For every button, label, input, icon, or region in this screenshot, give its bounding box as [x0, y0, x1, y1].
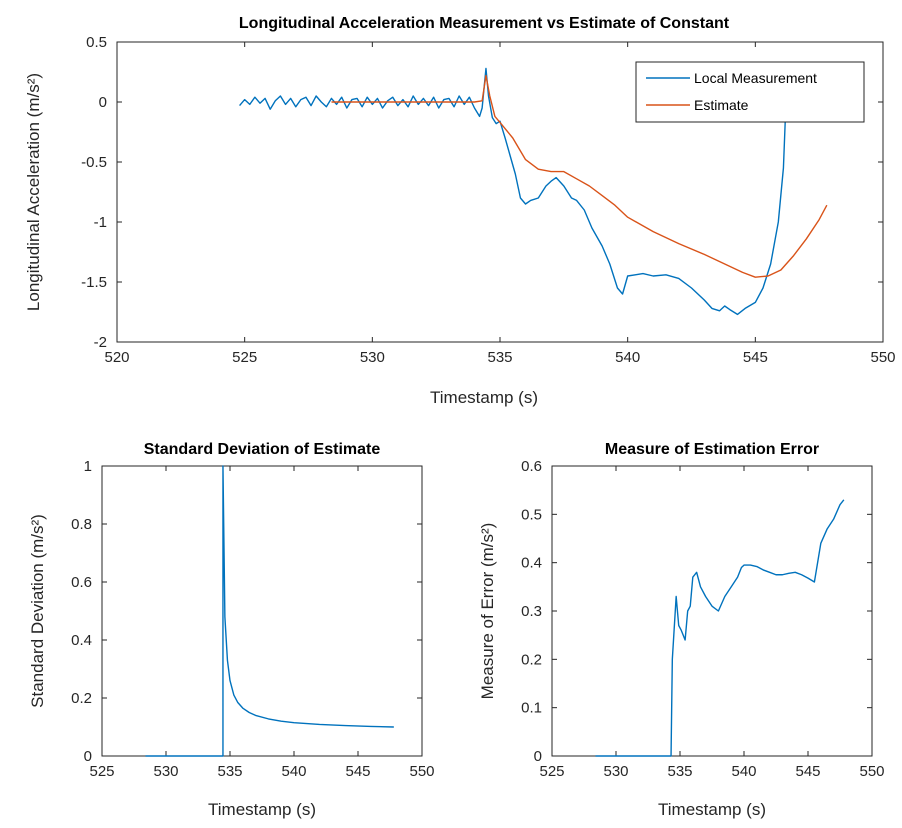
x-tick-label: 545	[345, 763, 370, 780]
acceleration-y-axis-label: Longitudinal Acceleration (m/s²)	[24, 73, 43, 311]
x-tick-label: 540	[615, 349, 640, 366]
error-chart-title: Measure of Estimation Error	[605, 441, 819, 458]
error-plot-area	[551, 465, 873, 757]
x-tick-label: 550	[409, 763, 434, 780]
error-y-axis-label: Measure of Error (m/s²)	[478, 523, 497, 700]
stddev-chart-title: Standard Deviation of Estimate	[144, 441, 381, 458]
x-tick-label: 545	[795, 763, 820, 780]
error-x-axis-label: Timestamp (s)	[658, 800, 766, 819]
y-tick-label: -0.5	[81, 154, 107, 171]
x-tick-label: 525	[539, 763, 564, 780]
error-series-line	[595, 499, 845, 757]
acceleration-chart-title: Longitudinal Acceleration Measurement vs…	[239, 15, 730, 32]
local-measurement-series-line	[239, 67, 787, 316]
stddev-y-ticks: 0 0.2 0.4 0.6 0.8 1	[71, 458, 422, 765]
stddev-series-line	[145, 465, 394, 757]
y-tick-label: 0.5	[521, 506, 542, 523]
acceleration-axes: Longitudinal Acceleration Measurement vs…	[24, 15, 896, 407]
acceleration-y-ticks: -2 -1.5 -1 -0.5 0 0.5	[81, 34, 883, 351]
error-lines	[595, 499, 845, 757]
x-tick-label: 530	[360, 349, 385, 366]
legend-label-measurement: Local Measurement	[694, 70, 817, 86]
acceleration-lines	[239, 67, 828, 316]
x-tick-label: 520	[104, 349, 129, 366]
x-tick-label: 550	[870, 349, 895, 366]
y-tick-label: 0.2	[521, 651, 542, 668]
y-tick-label: -1.5	[81, 274, 107, 291]
x-tick-label: 535	[667, 763, 692, 780]
stddev-x-ticks: 525 530 535 540 545 550	[89, 466, 435, 780]
y-tick-label: 0.1	[521, 700, 542, 717]
stddev-plot-area	[101, 465, 423, 757]
estimate-series-line	[331, 74, 828, 278]
y-tick-label: 0	[84, 748, 92, 765]
x-tick-label: 540	[281, 763, 306, 780]
legend-label-estimate: Estimate	[694, 97, 749, 113]
y-tick-label: -1	[94, 214, 107, 231]
y-tick-label: 0.4	[71, 632, 92, 649]
error-x-ticks: 525 530 535 540 545 550	[539, 466, 885, 780]
legend-box	[635, 61, 865, 123]
acceleration-x-ticks: 520 525 530 535 540 545 550	[104, 42, 896, 366]
x-tick-label: 525	[232, 349, 257, 366]
y-tick-label: 0.6	[521, 458, 542, 475]
x-tick-label: 525	[89, 763, 114, 780]
x-tick-label: 530	[603, 763, 628, 780]
stddev-y-axis-label: Standard Deviation (m/s²)	[28, 514, 47, 708]
x-tick-label: 550	[859, 763, 884, 780]
y-tick-label: 0.8	[71, 516, 92, 533]
stddev-axes: Standard Deviation of Estimate 525 530 535…	[28, 441, 435, 819]
y-tick-label: 1	[84, 458, 92, 475]
y-tick-label: 0	[534, 748, 542, 765]
x-tick-label: 540	[731, 763, 756, 780]
y-tick-label: 0.3	[521, 603, 542, 620]
y-tick-label: 0.2	[71, 690, 92, 707]
x-tick-label: 535	[217, 763, 242, 780]
y-tick-label: 0.5	[86, 34, 107, 51]
x-tick-label: 535	[487, 349, 512, 366]
x-tick-label: 545	[743, 349, 768, 366]
legend: Local Measurement Estimate	[635, 61, 865, 123]
error-axes: Measure of Estimation Error 525 530 535 540…	[478, 441, 885, 819]
stddev-x-axis-label: Timestamp (s)	[208, 800, 316, 819]
y-tick-label: -2	[94, 334, 107, 351]
acceleration-x-axis-label: Timestamp (s)	[430, 388, 538, 407]
y-tick-label: 0.4	[521, 555, 542, 572]
stddev-lines	[145, 465, 394, 757]
y-tick-label: 0.6	[71, 574, 92, 591]
x-tick-label: 530	[153, 763, 178, 780]
error-y-ticks: 0 0.1 0.2 0.3 0.4 0.5 0.6	[521, 458, 872, 765]
y-tick-label: 0	[99, 94, 107, 111]
